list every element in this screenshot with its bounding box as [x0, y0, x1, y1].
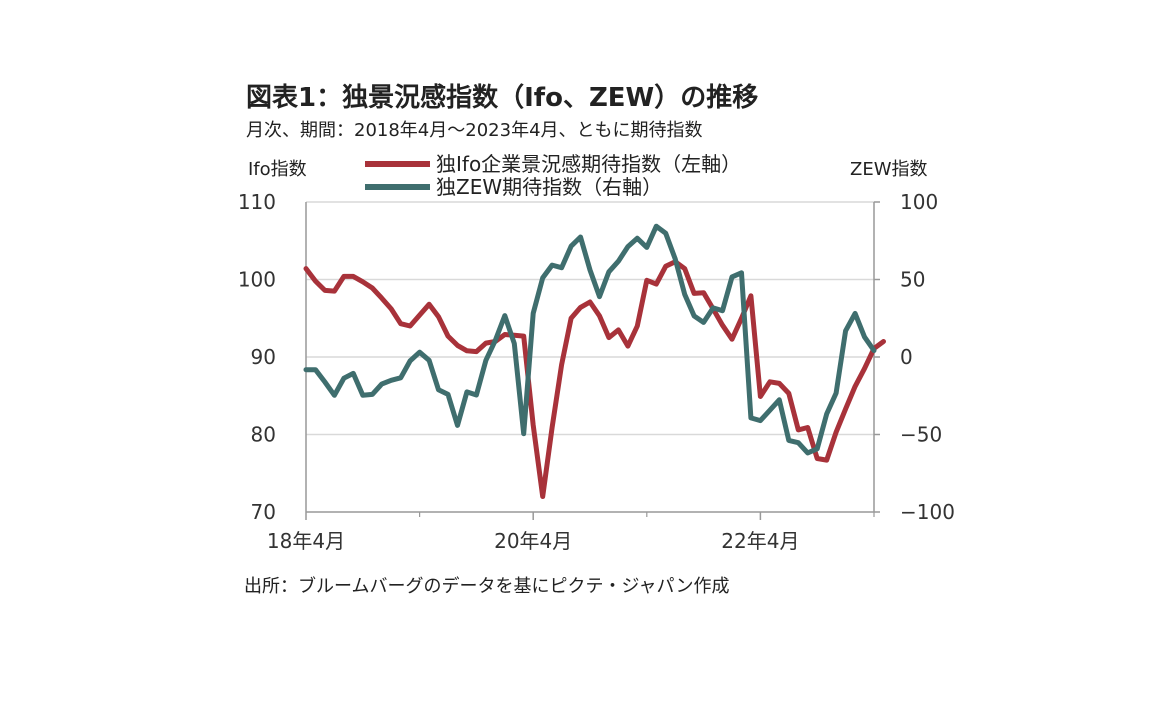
x-tick-label: 22年4月	[721, 529, 799, 553]
chart-title: 図表1：独景況感指数（Ifo、ZEW）の推移	[246, 83, 758, 113]
zew-series-line	[303, 223, 877, 456]
gridlines	[306, 201, 874, 436]
right-tick-label: 100	[900, 190, 938, 214]
left-tick-label: 70	[251, 500, 276, 524]
source-note: 出所：ブルームバーグのデータを基にピクテ・ジャパン作成	[244, 575, 729, 597]
x-tick-label: 20年4月	[494, 529, 572, 553]
right-tick-label: −50	[900, 423, 942, 447]
right-tick-label: 50	[900, 268, 925, 292]
left-tick-label: 110	[238, 190, 276, 214]
left-axis-label: Ifo指数	[248, 159, 307, 180]
axes	[305, 201, 880, 520]
legend-label-ifo: 独Ifo企業景況感期待指数（左軸）	[436, 152, 741, 176]
ifo-series-line	[303, 259, 886, 499]
chart-subtitle: 月次、期間：2018年4月～2023年4月、ともに期待指数	[246, 120, 703, 141]
right-axis-label: ZEW指数	[850, 159, 928, 180]
left-tick-label: 100	[238, 268, 276, 292]
right-tick-label: −100	[900, 500, 955, 524]
tick-labels: 110 100 100 50 90 0 80 −50 70 −100 18年4月 20年4月 22年4月	[238, 190, 955, 553]
left-tick-label: 80	[251, 423, 276, 447]
x-tick-label: 18年4月	[267, 529, 345, 553]
legend: 独Ifo企業景況感期待指数（左軸） 独ZEW期待指数（右軸）	[365, 152, 741, 199]
left-tick-label: 90	[251, 345, 276, 369]
series-lines	[303, 223, 886, 499]
legend-label-zew: 独ZEW期待指数（右軸）	[436, 175, 662, 199]
right-tick-label: 0	[900, 345, 913, 369]
